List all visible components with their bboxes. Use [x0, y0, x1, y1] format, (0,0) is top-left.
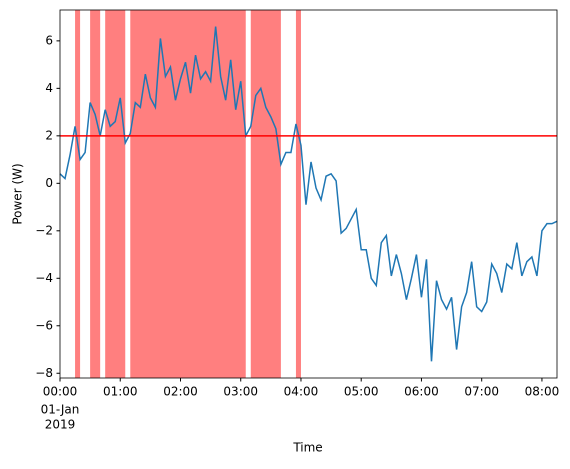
span [130, 10, 246, 378]
x-date-label: 01-Jan [41, 403, 80, 417]
y-tick-label: 4 [45, 81, 53, 95]
y-tick-label: −6 [35, 318, 53, 332]
x-tick-label: 08:00 [525, 385, 560, 399]
x-tick-label: 00:00 [43, 385, 78, 399]
x-tick-label: 02:00 [163, 385, 198, 399]
x-tick-label: 07:00 [464, 385, 499, 399]
x-tick-label: 01:00 [103, 385, 138, 399]
y-tick-label: −2 [35, 223, 53, 237]
x-axis-label: Time [292, 441, 322, 455]
span [250, 10, 281, 378]
x-tick-label: 05:00 [344, 385, 379, 399]
span [75, 10, 81, 378]
y-axis-label: Power (W) [11, 163, 25, 224]
span [295, 10, 301, 378]
y-tick-label: 2 [45, 128, 53, 142]
y-tick-label: −8 [35, 366, 53, 380]
x-tick-label: 04:00 [284, 385, 319, 399]
line [59, 26, 558, 362]
x-date-label: 2019 [45, 418, 76, 432]
x-tick-label: 06:00 [404, 385, 439, 399]
x-tick-label: 03:00 [223, 385, 258, 399]
y-tick-label: 6 [45, 33, 53, 47]
span [90, 10, 101, 378]
plot-frame [59, 9, 558, 379]
y-tick-label: −4 [35, 271, 53, 285]
y-tick-label: 0 [45, 176, 53, 190]
span [105, 10, 126, 378]
